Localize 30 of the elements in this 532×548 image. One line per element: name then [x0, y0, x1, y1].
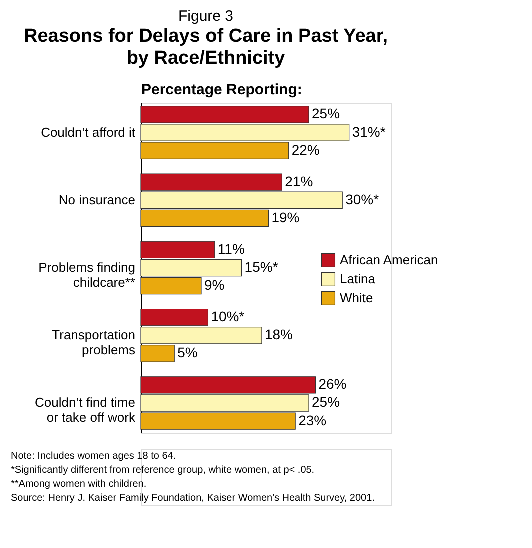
- y-tick-label: Couldn’t afford it: [41, 124, 136, 140]
- y-tick-label: No insurance: [58, 192, 136, 208]
- data-label: 15%*: [244, 259, 279, 275]
- legend-label: White: [340, 290, 374, 306]
- data-label: 19%: [272, 209, 300, 226]
- x-axis-title: Percentage Reporting:: [142, 82, 302, 98]
- text: **Among women with children.: [11, 479, 147, 490]
- data-label: 11%: [218, 240, 245, 257]
- data-label: 25%: [312, 106, 340, 122]
- data-label: 23%: [298, 412, 327, 428]
- data-label: 31%*: [352, 124, 386, 140]
- text: *Significantly different from reference group, white women, at p< .05.: [11, 465, 315, 476]
- data-label: 22%: [292, 142, 320, 158]
- chart-subtitle: Reasons for Delays of Care in Past Year, by Race/Ethnicity: [24, 26, 388, 69]
- y-tick-label: Transportation problems: [52, 328, 136, 358]
- text: Note: Includes women ages 18 to 64.: [11, 451, 176, 462]
- data-label: 25%: [312, 394, 340, 410]
- data-label: 26%: [318, 376, 347, 392]
- chart-title: Figure 3: [178, 8, 234, 25]
- legend-label: Latina: [340, 272, 376, 286]
- source-note: Source: Henry J. Kaiser Family Foundation, Kaiser Women's Health Survey, 2001.: [11, 493, 375, 504]
- y-tick-label: Problems finding childcare**: [38, 260, 136, 290]
- data-label: 5%: [178, 344, 198, 361]
- data-label: 9%: [204, 277, 225, 294]
- legend-label: African American: [340, 252, 438, 268]
- data-label: 30%*: [346, 191, 380, 208]
- data-label: 10%*: [211, 308, 246, 325]
- data-label: 21%: [285, 173, 314, 190]
- data-label: 18%: [264, 326, 293, 343]
- y-tick-label: Couldn’t find time or take off work: [35, 395, 136, 426]
